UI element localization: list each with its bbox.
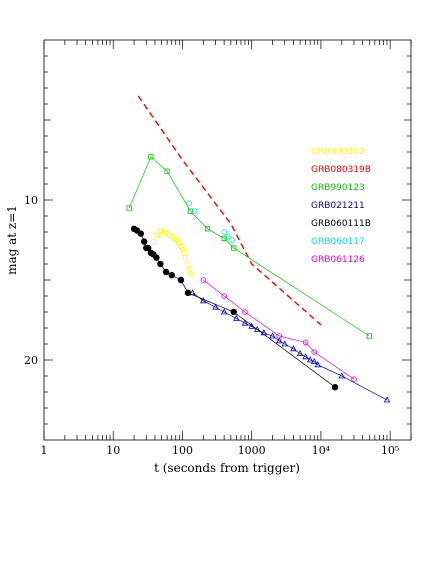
data-point [221, 293, 227, 299]
data-point [331, 384, 339, 391]
axis-ticks [43, 40, 412, 440]
legend-item: GRB060111B [311, 219, 371, 229]
data-point [212, 303, 219, 310]
x-axis-label: t (seconds from trigger) [154, 461, 300, 475]
series-line [133, 228, 336, 388]
data-point [177, 276, 185, 284]
data-point [168, 272, 175, 279]
data-point [186, 265, 192, 272]
data-point [158, 227, 165, 234]
data-point [302, 353, 309, 360]
data-point [241, 319, 249, 326]
data-point [253, 325, 261, 333]
series-line [137, 95, 322, 326]
series-GRB990102 [150, 227, 194, 277]
data-point [269, 332, 276, 339]
data-point [231, 245, 237, 251]
data-point [221, 235, 227, 241]
data-point [191, 208, 198, 215]
plot-frame [43, 39, 412, 441]
x-tick-label: 10⁴ [312, 444, 331, 457]
data-point [200, 297, 207, 304]
data-point [310, 357, 318, 365]
legend: GRB990102 GRB080319B GRB990123 GRB021211 GRB… [311, 147, 371, 265]
data-point [338, 372, 346, 379]
data-point [186, 200, 192, 207]
data-point [137, 230, 144, 237]
data-point [164, 168, 170, 174]
data-point [220, 308, 228, 315]
data-point [162, 268, 170, 276]
data-point [204, 226, 211, 232]
y-tick-label: 10 [24, 194, 38, 207]
data-point [148, 154, 154, 160]
legend-item: GRB080319B [311, 165, 371, 175]
data-point [179, 246, 186, 253]
data-point [230, 308, 237, 316]
series-GRB060111B [130, 225, 339, 391]
data-point [187, 270, 194, 277]
legend-item: GRB061126 [311, 255, 365, 265]
data-point [242, 309, 248, 315]
legend-item: GRB021211 [311, 201, 365, 211]
data-point [224, 234, 231, 240]
series-line [192, 292, 388, 401]
series-GRB021211 [189, 289, 391, 403]
y-axis-label: mag at z=1 [5, 205, 19, 275]
data-point [290, 345, 297, 352]
series-layer [126, 95, 391, 403]
x-tick-label: 10⁵ [381, 444, 399, 457]
series-line [203, 279, 355, 380]
data-point [275, 337, 283, 344]
x-tick-label: 1 [41, 444, 48, 457]
data-point [184, 261, 191, 267]
series-GRB060117 [186, 200, 235, 243]
data-point [276, 333, 283, 339]
data-point [281, 340, 288, 347]
data-point [306, 356, 314, 363]
data-point [150, 238, 157, 245]
data-point [311, 349, 318, 355]
x-tick-label: 100 [172, 444, 193, 457]
data-point [140, 238, 148, 245]
y-tick-label: 20 [24, 354, 38, 367]
data-point [182, 254, 189, 261]
series-GRB990123 [126, 154, 372, 339]
x-tick-label: 10 [106, 444, 120, 457]
data-point [233, 314, 240, 321]
series-GRB080319B [137, 95, 322, 326]
data-point [366, 333, 372, 339]
data-point [145, 244, 152, 252]
data-point [229, 237, 235, 243]
data-point [157, 260, 164, 268]
legend-item: GRB060117 [311, 237, 365, 247]
data-point [221, 229, 227, 235]
data-point [296, 349, 304, 357]
legend-item: GRB990102 [311, 147, 365, 157]
data-point [178, 243, 184, 250]
x-tick-labels: 1 10 100 1000 10⁴ 10⁵ [41, 444, 400, 457]
series-line [128, 156, 370, 337]
data-point [302, 339, 309, 346]
legend-item: GRB990123 [311, 183, 365, 193]
data-point [153, 232, 160, 239]
data-point [200, 277, 207, 283]
data-point [184, 289, 192, 296]
x-tick-label: 1000 [238, 444, 266, 457]
y-tick-labels: 10 20 [24, 194, 38, 367]
data-point [314, 361, 322, 368]
data-point [126, 205, 132, 211]
data-point [383, 396, 391, 403]
data-point [351, 376, 357, 383]
data-point [153, 254, 160, 261]
series-GRB061126 [200, 277, 357, 383]
